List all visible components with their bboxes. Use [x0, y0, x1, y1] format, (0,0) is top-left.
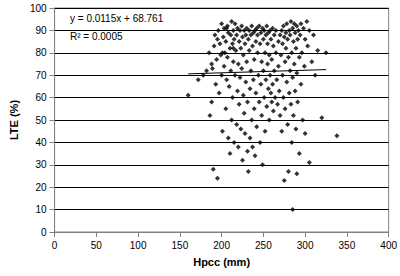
svg-text:100: 100: [30, 3, 47, 14]
svg-text:80: 80: [35, 47, 47, 58]
svg-text:30: 30: [35, 159, 47, 170]
svg-text:100: 100: [130, 240, 147, 251]
svg-text:LTE (%): LTE (%): [8, 100, 20, 140]
svg-text:50: 50: [91, 240, 103, 251]
svg-text:Hpcc (mm): Hpcc (mm): [193, 256, 250, 268]
svg-text:20: 20: [35, 182, 47, 193]
svg-text:70: 70: [35, 70, 47, 81]
svg-text:0: 0: [41, 227, 47, 238]
svg-text:0: 0: [52, 240, 58, 251]
svg-text:60: 60: [35, 92, 47, 103]
svg-text:40: 40: [35, 137, 47, 148]
svg-text:10: 10: [35, 204, 47, 215]
svg-text:400: 400: [380, 240, 397, 251]
svg-text:y = 0.0115x + 68.761: y = 0.0115x + 68.761: [70, 13, 164, 24]
svg-text:250: 250: [255, 240, 272, 251]
svg-text:R² = 0.0005: R² = 0.0005: [70, 31, 123, 42]
svg-text:300: 300: [297, 240, 314, 251]
svg-text:150: 150: [172, 240, 189, 251]
svg-text:90: 90: [35, 25, 47, 36]
svg-text:350: 350: [339, 240, 356, 251]
svg-text:50: 50: [35, 115, 47, 126]
svg-text:200: 200: [213, 240, 230, 251]
